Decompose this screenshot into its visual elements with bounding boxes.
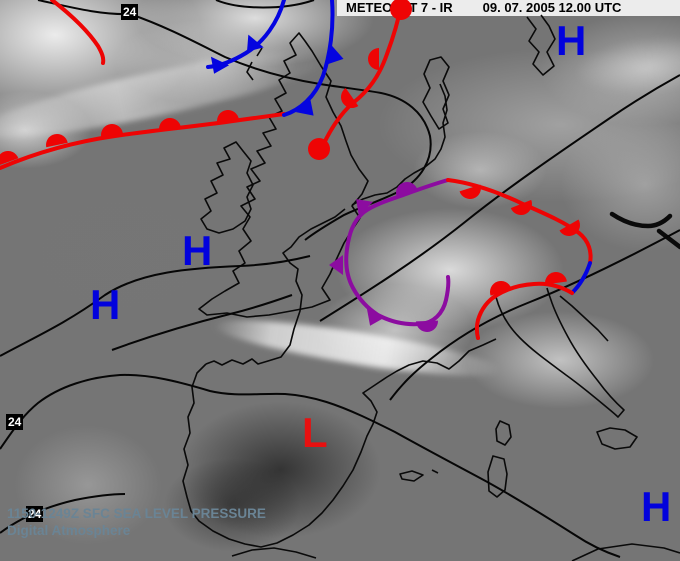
high-pressure-center: H	[182, 227, 213, 274]
high-pressure-center: H	[90, 281, 121, 328]
analysis-credit: 1150-1249Z SFC SEA LEVEL PRESSURE Digita…	[7, 505, 266, 539]
title-strip: METEOSAT 7 - IR 09. 07. 2005 12.00 UTC	[337, 0, 680, 16]
credit-line-software: Digital Atmosphere	[7, 523, 131, 538]
high-pressure-center: H	[641, 483, 672, 530]
low-pressure-center: L	[302, 409, 328, 456]
isobar-value-label: 24	[121, 4, 139, 20]
credit-line-product: 1150-1249Z SFC SEA LEVEL PRESSURE	[7, 506, 266, 521]
isobar-value-label: 24	[6, 414, 24, 430]
timestamp: 09. 07. 2005 12.00 UTC	[482, 0, 622, 15]
satellite-name: METEOSAT 7 - IR	[346, 0, 453, 15]
high-pressure-center: H	[556, 17, 587, 64]
